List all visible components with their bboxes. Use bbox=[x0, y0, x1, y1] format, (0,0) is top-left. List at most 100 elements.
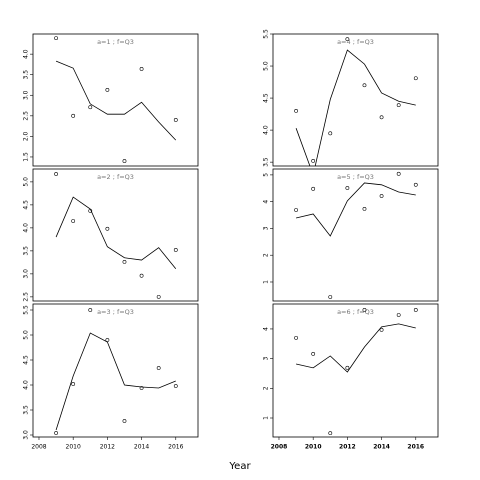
point bbox=[379, 115, 384, 120]
y-tick-label: 5.0 bbox=[23, 330, 30, 340]
point bbox=[328, 431, 333, 436]
x-tick-label: 2008 bbox=[31, 444, 46, 451]
point bbox=[396, 313, 401, 317]
plot-area bbox=[55, 332, 176, 431]
plot-area bbox=[295, 49, 416, 166]
y-tick-label: 4.0 bbox=[23, 223, 30, 233]
x-tick-label: 2010 bbox=[305, 444, 322, 451]
panel bbox=[32, 168, 199, 302]
point bbox=[311, 186, 316, 191]
x-tick-label: 2014 bbox=[373, 444, 390, 451]
y-tick-label: 5.5 bbox=[263, 29, 270, 39]
plot-area bbox=[55, 60, 177, 141]
y-tick-label: 1.5 bbox=[23, 152, 30, 162]
point bbox=[71, 219, 76, 223]
y-tick-label: 2.5 bbox=[23, 111, 30, 121]
panel bbox=[32, 303, 199, 438]
point bbox=[413, 76, 418, 81]
fit-line bbox=[295, 182, 416, 237]
point bbox=[54, 172, 58, 176]
panel bbox=[272, 33, 439, 167]
x-tick-label: 2016 bbox=[168, 444, 183, 451]
x-tick-label: 2012 bbox=[339, 444, 356, 451]
point bbox=[71, 382, 76, 386]
y-tick-label: 3 bbox=[263, 226, 270, 230]
x-tick-label: 2008 bbox=[271, 444, 288, 451]
point bbox=[345, 37, 350, 42]
y-tick-label: 3.5 bbox=[23, 405, 30, 415]
fit-line bbox=[295, 49, 416, 166]
point bbox=[328, 295, 333, 299]
y-tick-label: 4 bbox=[263, 327, 270, 331]
point bbox=[139, 67, 144, 71]
point bbox=[345, 365, 350, 370]
point bbox=[396, 103, 401, 108]
fit-line bbox=[295, 323, 416, 373]
point bbox=[362, 308, 367, 312]
point bbox=[173, 248, 178, 252]
y-tick-label: 4.5 bbox=[23, 355, 30, 365]
y-tick-label: 4.0 bbox=[23, 380, 30, 390]
point bbox=[311, 351, 316, 356]
y-tick-label: 2.5 bbox=[23, 292, 30, 302]
y-tick-label: 3.0 bbox=[23, 269, 30, 279]
point bbox=[413, 182, 418, 187]
y-tick-label: 3.5 bbox=[23, 246, 30, 256]
point bbox=[294, 108, 298, 113]
point bbox=[105, 88, 110, 92]
y-tick-label: 5.0 bbox=[23, 177, 30, 187]
y-tick-label: 4.5 bbox=[263, 93, 270, 103]
strip-label: a=4 ; f=Q3 bbox=[337, 38, 374, 46]
point bbox=[54, 431, 58, 435]
x-tick-label: 2016 bbox=[407, 444, 424, 451]
point bbox=[379, 327, 384, 332]
strip-label: a=2 ; f=Q3 bbox=[97, 173, 134, 181]
fit-line bbox=[55, 332, 176, 431]
fit-line bbox=[55, 60, 177, 141]
strip-label: a=6 ; f=Q3 bbox=[337, 308, 374, 316]
point bbox=[105, 338, 110, 342]
point bbox=[173, 384, 178, 388]
y-tick-label: 5 bbox=[263, 173, 270, 177]
y-tick-label: 4 bbox=[263, 200, 270, 204]
strip-label: a=1 ; f=Q3 bbox=[97, 38, 134, 46]
point bbox=[105, 226, 110, 231]
point bbox=[396, 171, 401, 176]
panel bbox=[272, 303, 439, 438]
y-tick-label: 1 bbox=[263, 416, 270, 420]
point bbox=[71, 113, 76, 118]
y-tick-label: 2.0 bbox=[23, 131, 30, 141]
point bbox=[139, 386, 144, 390]
point bbox=[88, 105, 93, 110]
y-tick-label: 3.0 bbox=[23, 90, 30, 100]
fit-line bbox=[55, 196, 177, 270]
y-tick-label: 2 bbox=[263, 386, 270, 390]
y-tick-label: 1 bbox=[263, 280, 270, 284]
x-tick-label: 2010 bbox=[66, 444, 81, 451]
point bbox=[139, 273, 144, 278]
point bbox=[328, 131, 333, 136]
point bbox=[88, 308, 93, 312]
plot-area bbox=[55, 196, 177, 270]
point bbox=[122, 419, 127, 423]
y-tick-label: 3.0 bbox=[23, 430, 30, 440]
point bbox=[156, 294, 161, 299]
strip-label: a=5 ; f=Q3 bbox=[337, 173, 374, 181]
x-tick-label: 2012 bbox=[100, 444, 115, 451]
point bbox=[88, 208, 93, 213]
y-tick-label: 4.0 bbox=[23, 49, 30, 59]
y-tick-label: 4.0 bbox=[263, 125, 270, 135]
point bbox=[294, 208, 298, 212]
point bbox=[122, 260, 127, 264]
point bbox=[345, 186, 350, 190]
point bbox=[311, 158, 316, 163]
y-tick-label: 2 bbox=[263, 253, 270, 257]
point bbox=[173, 118, 178, 122]
y-tick-label: 5.5 bbox=[23, 305, 30, 315]
strip-label: a=3 ; f=Q3 bbox=[97, 308, 134, 316]
y-tick-label: 4.5 bbox=[23, 200, 30, 210]
x-tick-label: 2014 bbox=[134, 444, 149, 451]
plot-area bbox=[295, 323, 416, 373]
panel bbox=[272, 168, 439, 302]
